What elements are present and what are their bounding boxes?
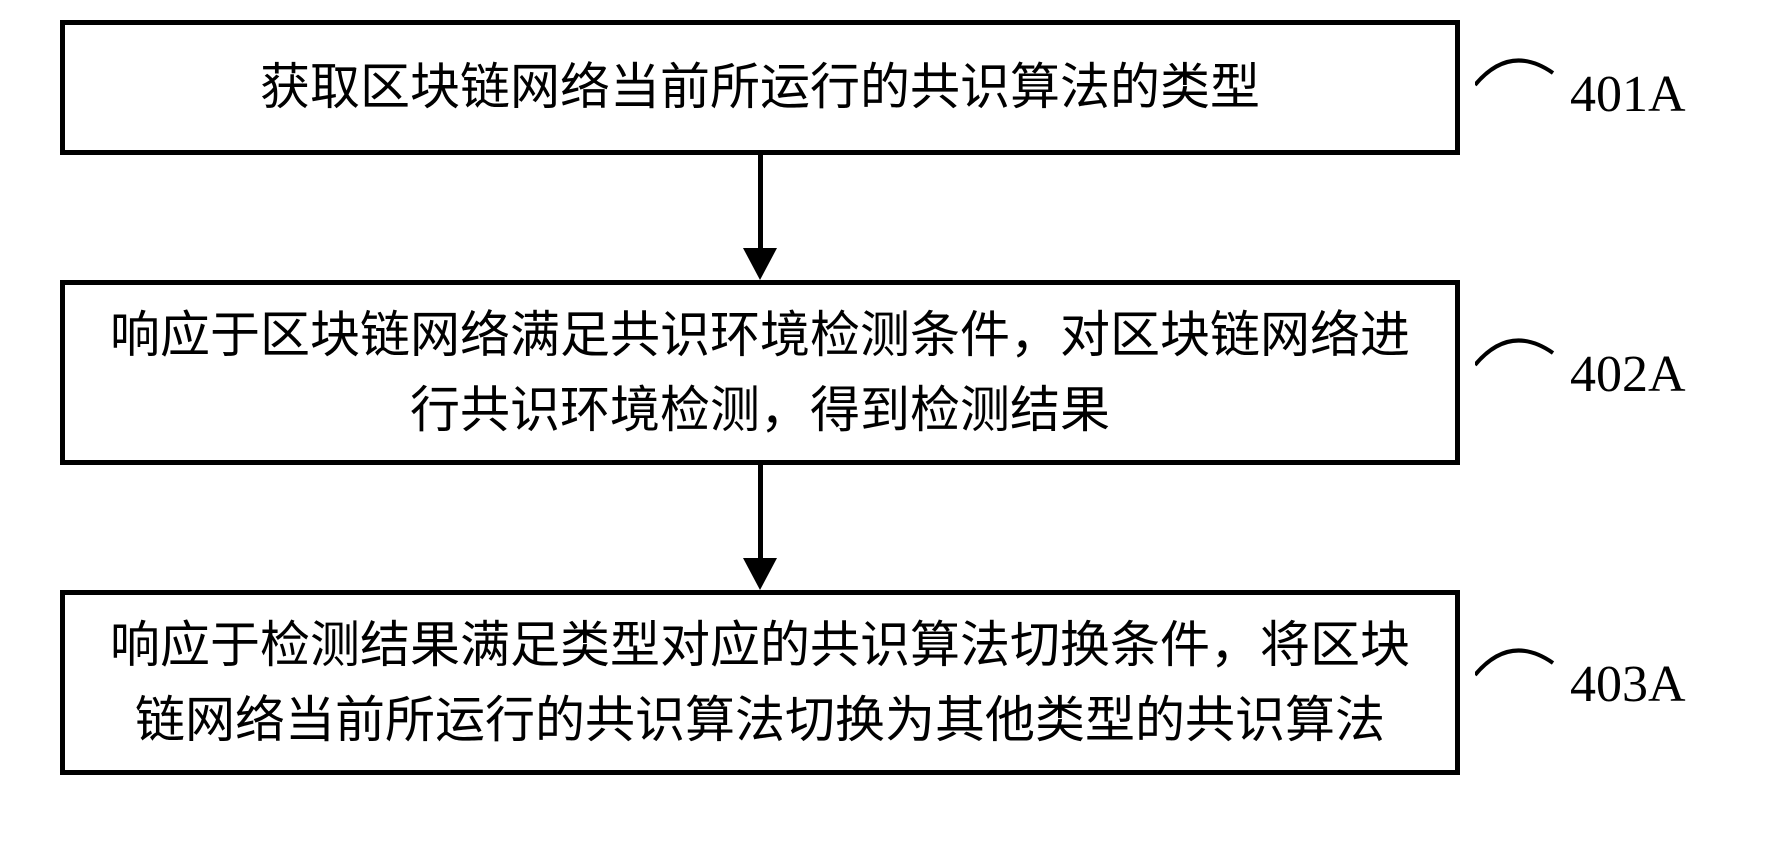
flow-box-2: 响应于区块链网络满足共识环境检测条件，对区块链网络进行共识环境检测，得到检测结果 <box>60 280 1460 465</box>
step-label-1: 401A <box>1570 65 1686 124</box>
flow-text-3: 响应于检测结果满足类型对应的共识算法切换条件，将区块链网络当前所运行的共识算法切… <box>95 608 1425 758</box>
label-curve-1 <box>1475 55 1565 115</box>
flow-box-1: 获取区块链网络当前所运行的共识算法的类型 <box>60 20 1460 155</box>
label-curve-3 <box>1475 645 1565 705</box>
flow-box-3: 响应于检测结果满足类型对应的共识算法切换条件，将区块链网络当前所运行的共识算法切… <box>60 590 1460 775</box>
flow-text-2: 响应于区块链网络满足共识环境检测条件，对区块链网络进行共识环境检测，得到检测结果 <box>95 298 1425 448</box>
flowchart-container: 获取区块链网络当前所运行的共识算法的类型 401A 响应于区块链网络满足共识环境… <box>0 0 1787 854</box>
arrow-line-2 <box>758 465 763 565</box>
arrow-head-1 <box>743 248 777 280</box>
arrow-line-1 <box>758 155 763 255</box>
label-curve-2 <box>1475 335 1565 395</box>
step-label-2: 402A <box>1570 345 1686 404</box>
flow-text-1: 获取区块链网络当前所运行的共识算法的类型 <box>260 50 1260 125</box>
arrow-head-2 <box>743 558 777 590</box>
step-label-3: 403A <box>1570 655 1686 714</box>
